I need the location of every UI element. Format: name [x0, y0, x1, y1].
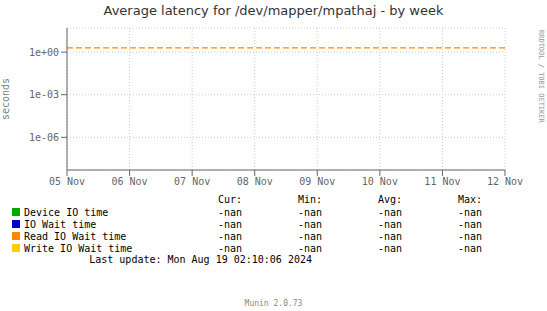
svg-text:08 Nov: 08 Nov — [237, 176, 273, 187]
html-text:-nan: -nan — [217, 218, 242, 230]
svg-text:1e-03: 1e-03 — [29, 89, 59, 100]
html-text:-nan: -nan — [217, 206, 242, 218]
svg-text:10 Nov: 10 Nov — [362, 176, 398, 187]
html-text:Last update: Mon Aug 19 02:10:: Last update: Mon Aug 19 02:10:06 2024 — [89, 254, 312, 265]
html-text:-nan: -nan — [217, 230, 242, 242]
html-text:-nan: -nan — [377, 242, 402, 254]
html-text:Device IO time: Device IO time — [24, 206, 109, 218]
svg-text:seconds: seconds — [8, 78, 11, 120]
html-text:Max:: Max: — [457, 194, 482, 205]
html-text:Avg:: Avg: — [377, 194, 402, 205]
svg-text:11 Nov: 11 Nov — [424, 176, 460, 187]
html-text:-nan: -nan — [297, 218, 322, 230]
svg-text:1e-06: 1e-06 — [29, 132, 59, 143]
html-text:Min:: Min: — [297, 194, 322, 205]
html-text:-nan: -nan — [457, 218, 482, 230]
html-text:-nan: -nan — [297, 230, 322, 242]
html-text:Cur:: Cur: — [217, 194, 242, 205]
svg-text:06 Nov: 06 Nov — [112, 176, 148, 187]
html-text:Read IO Wait time: Read IO Wait time — [24, 230, 127, 242]
html-text:-nan: -nan — [297, 206, 322, 218]
html-text:-nan: -nan — [457, 242, 482, 254]
svg-text:07 Nov: 07 Nov — [174, 176, 210, 187]
html-text:-nan: -nan — [457, 230, 482, 242]
svg-text:05 Nov: 05 Nov — [49, 176, 85, 187]
html-text:-nan: -nan — [377, 206, 402, 218]
html-text:Munin 2.0.73: Munin 2.0.73 — [244, 299, 303, 308]
html-text:Average latency for /dev/mappe: Average latency for /dev/mapper/mpathaj … — [103, 3, 444, 18]
html-text:-nan: -nan — [457, 206, 482, 218]
svg-text:12 Nov: 12 Nov — [487, 176, 523, 187]
html-text:-nan: -nan — [377, 218, 402, 230]
html-text:-nan: -nan — [377, 230, 402, 242]
html-text:IO Wait time: IO Wait time — [24, 218, 97, 230]
html-text:-nan: -nan — [297, 242, 322, 254]
html-text:-nan: -nan — [217, 242, 242, 254]
svg-text:09 Nov: 09 Nov — [299, 176, 335, 187]
html-text:Write IO Wait time: Write IO Wait time — [24, 242, 133, 254]
html-text:RRDTOOL / TOBI OETIKER: RRDTOOL / TOBI OETIKER — [537, 30, 545, 123]
svg-text:1e+00: 1e+00 — [29, 47, 59, 58]
